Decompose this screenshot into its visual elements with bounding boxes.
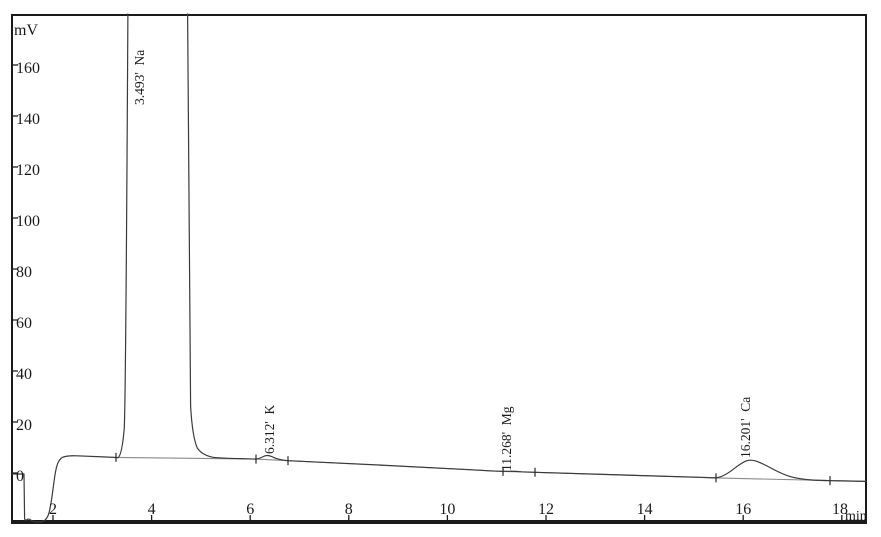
peak-label-na: 3.493' Na bbox=[132, 49, 147, 105]
x-tick-label-4: 4 bbox=[147, 501, 156, 518]
peak-label-k: 6.312' K bbox=[262, 404, 277, 454]
chromatogram-trace bbox=[11, 13, 867, 523]
y-tick-label-40: 40 bbox=[16, 366, 32, 383]
y-tick-label-60: 60 bbox=[16, 315, 32, 332]
y-tick-label-20: 20 bbox=[16, 417, 32, 434]
x-axis-tick-marks bbox=[52, 515, 843, 520]
x-tick-label-6: 6 bbox=[246, 501, 255, 518]
x-tick-label-14: 14 bbox=[636, 501, 653, 518]
x-tick-label-18: 18 bbox=[832, 501, 848, 518]
x-axis-unit-label: min bbox=[845, 509, 867, 524]
peak-label-mg: 11.268' Mg bbox=[499, 406, 514, 471]
y-tick-label-100: 100 bbox=[16, 213, 40, 230]
peak-start-end-markers bbox=[115, 452, 831, 486]
x-tick-label-10: 10 bbox=[439, 501, 456, 518]
x-tick-label-2: 2 bbox=[49, 501, 57, 518]
x-tick-label-8: 8 bbox=[344, 501, 353, 518]
y-tick-label-80: 80 bbox=[16, 264, 32, 281]
y-tick-label-140: 140 bbox=[16, 111, 40, 128]
y-axis-unit-label: mV bbox=[14, 22, 38, 39]
x-tick-label-16: 16 bbox=[735, 501, 752, 518]
peak-label-ca: 16.201' Ca bbox=[738, 396, 753, 458]
y-axis-tick-marks bbox=[12, 64, 18, 474]
y-tick-label-0: 0 bbox=[16, 468, 24, 485]
y-tick-label-120: 120 bbox=[16, 162, 40, 179]
y-tick-label-160: 160 bbox=[16, 60, 40, 77]
x-tick-label-12: 12 bbox=[538, 501, 554, 518]
